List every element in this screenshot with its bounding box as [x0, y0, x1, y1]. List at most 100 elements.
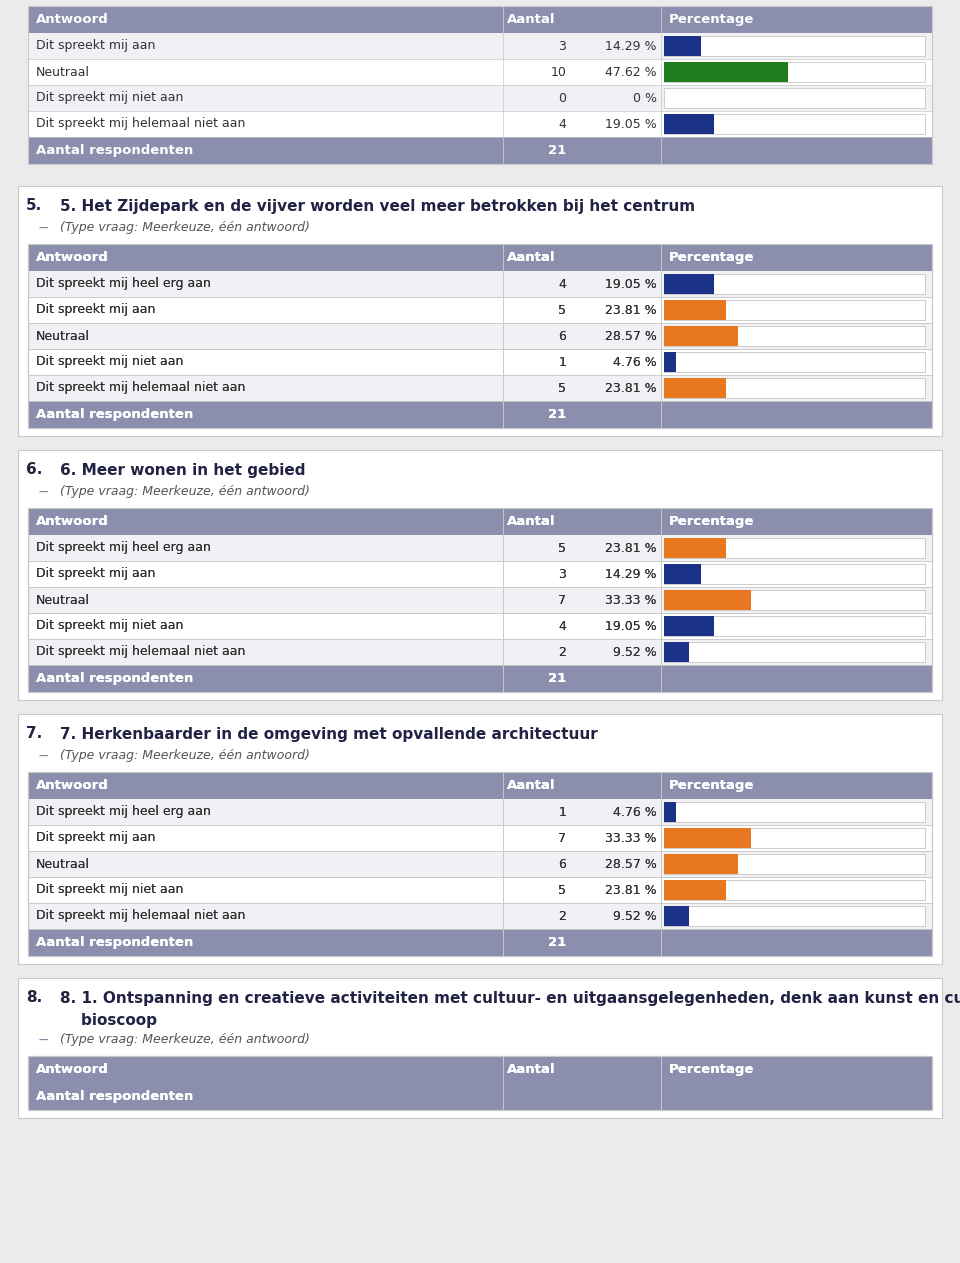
Text: Percentage: Percentage — [669, 251, 755, 264]
Bar — [663, 274, 713, 294]
Bar — [18, 450, 942, 700]
Text: 5: 5 — [559, 884, 566, 897]
Bar — [663, 326, 925, 346]
Bar — [663, 880, 726, 901]
Bar — [663, 538, 726, 558]
Text: 5: 5 — [559, 884, 566, 897]
Text: 21: 21 — [548, 936, 566, 949]
Text: 28.57 %: 28.57 % — [605, 330, 657, 342]
Text: 6: 6 — [559, 858, 566, 870]
Text: bioscoop: bioscoop — [60, 1013, 157, 1028]
Text: 33.33 %: 33.33 % — [606, 831, 657, 845]
Text: 5: 5 — [559, 303, 566, 317]
Bar — [663, 829, 925, 847]
Text: 4.76 %: 4.76 % — [613, 355, 657, 369]
Bar — [28, 772, 932, 799]
Bar — [28, 587, 932, 613]
Text: 4: 4 — [559, 278, 566, 290]
Text: Antwoord: Antwoord — [36, 1063, 108, 1076]
Text: 0: 0 — [559, 91, 566, 105]
Bar — [663, 880, 726, 901]
Text: 7.: 7. — [26, 726, 42, 741]
Text: Dit spreekt mij heel erg aan: Dit spreekt mij heel erg aan — [36, 806, 211, 818]
Text: 3: 3 — [559, 567, 566, 581]
Text: Dit spreekt mij helemaal niet aan: Dit spreekt mij helemaal niet aan — [36, 909, 246, 922]
Bar — [663, 616, 713, 637]
Text: 1: 1 — [559, 806, 566, 818]
Text: Percentage: Percentage — [669, 515, 755, 528]
Text: Aantal: Aantal — [507, 251, 555, 264]
Bar — [28, 613, 932, 639]
Bar — [663, 62, 788, 82]
Bar — [28, 400, 932, 428]
Bar — [28, 666, 932, 692]
Bar — [663, 906, 688, 926]
Text: Dit spreekt mij helemaal niet aan: Dit spreekt mij helemaal niet aan — [36, 381, 246, 394]
Text: Antwoord: Antwoord — [36, 251, 108, 264]
Text: 4.76 %: 4.76 % — [613, 806, 657, 818]
Text: Dit spreekt mij niet aan: Dit spreekt mij niet aan — [36, 884, 183, 897]
Text: 3: 3 — [559, 39, 566, 53]
Text: 28.57 %: 28.57 % — [605, 858, 657, 870]
Bar — [28, 799, 932, 825]
Text: 19.05 %: 19.05 % — [605, 278, 657, 290]
Bar — [663, 326, 738, 346]
Bar — [663, 274, 713, 294]
Bar — [28, 59, 932, 85]
Text: 7: 7 — [559, 831, 566, 845]
Bar — [663, 352, 925, 373]
Text: Aantal: Aantal — [507, 13, 555, 27]
Bar — [663, 854, 925, 874]
Bar — [28, 536, 932, 561]
Text: Dit spreekt mij helemaal niet aan: Dit spreekt mij helemaal niet aan — [36, 909, 246, 922]
Bar — [663, 880, 925, 901]
Text: Dit spreekt mij heel erg aan: Dit spreekt mij heel erg aan — [36, 542, 211, 554]
Text: −: − — [38, 1033, 50, 1047]
Bar — [663, 301, 726, 320]
Text: Dit spreekt mij niet aan: Dit spreekt mij niet aan — [36, 619, 183, 633]
Bar — [663, 378, 925, 398]
Bar — [28, 877, 932, 903]
Text: Dit spreekt mij niet aan: Dit spreekt mij niet aan — [36, 355, 183, 369]
Text: 14.29 %: 14.29 % — [606, 567, 657, 581]
Text: Aantal respondenten: Aantal respondenten — [36, 672, 193, 685]
Bar — [28, 1082, 932, 1110]
Text: Percentage: Percentage — [669, 13, 755, 27]
Bar — [663, 590, 751, 610]
Bar — [28, 639, 932, 666]
Text: Dit spreekt mij aan: Dit spreekt mij aan — [36, 831, 156, 845]
Text: 8.: 8. — [26, 990, 42, 1005]
Text: 33.33 %: 33.33 % — [606, 831, 657, 845]
Text: 5: 5 — [559, 542, 566, 554]
Bar — [663, 326, 925, 346]
Text: 47.62 %: 47.62 % — [605, 66, 657, 78]
Text: 2: 2 — [559, 645, 566, 658]
Text: Percentage: Percentage — [669, 515, 755, 528]
Bar — [28, 639, 932, 666]
Text: Aantal: Aantal — [507, 1063, 555, 1076]
Bar — [663, 880, 925, 901]
Text: Aantal respondenten: Aantal respondenten — [36, 672, 193, 685]
Bar — [28, 536, 932, 561]
Bar — [28, 851, 932, 877]
Text: 5: 5 — [559, 542, 566, 554]
Bar — [663, 62, 925, 82]
Bar — [28, 349, 932, 375]
Text: Antwoord: Antwoord — [36, 1063, 108, 1076]
Text: 23.81 %: 23.81 % — [605, 542, 657, 554]
Text: 19.05 %: 19.05 % — [605, 619, 657, 633]
Text: 9.52 %: 9.52 % — [613, 645, 657, 658]
Text: 4: 4 — [559, 619, 566, 633]
Text: Antwoord: Antwoord — [36, 779, 108, 792]
Text: 4.76 %: 4.76 % — [613, 806, 657, 818]
Text: Antwoord: Antwoord — [36, 13, 108, 27]
Text: 23.81 %: 23.81 % — [605, 303, 657, 317]
Bar — [663, 274, 925, 294]
Bar — [663, 854, 738, 874]
Bar — [663, 274, 925, 294]
Text: 4: 4 — [559, 619, 566, 633]
Text: 14.29 %: 14.29 % — [606, 567, 657, 581]
Bar — [663, 590, 925, 610]
Bar — [663, 352, 676, 373]
Bar — [28, 297, 932, 323]
